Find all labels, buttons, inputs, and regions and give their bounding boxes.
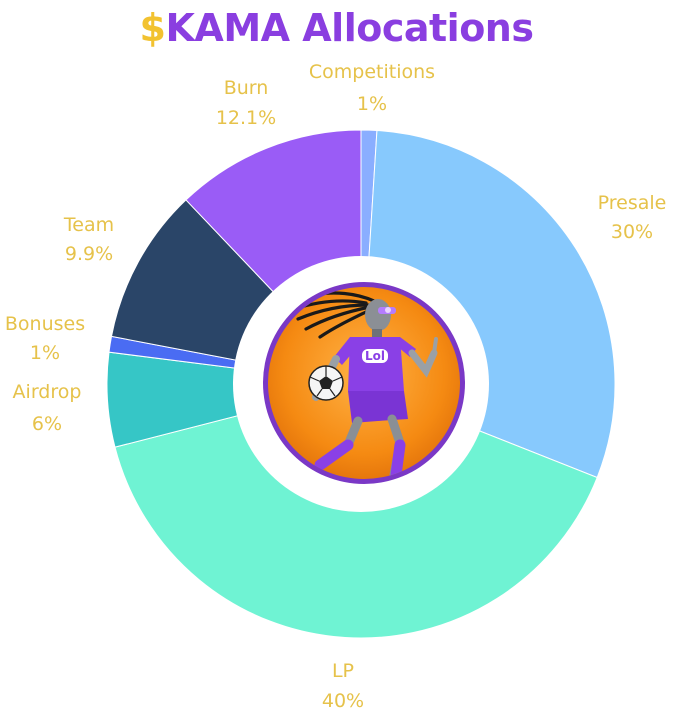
robot-soccer-player-mascot-icon: Lol xyxy=(263,282,465,484)
value-label-airdrop: 6% xyxy=(32,413,62,435)
chart-title: $KAMA Allocations xyxy=(0,6,673,50)
title-text: KAMA Allocations xyxy=(165,6,534,50)
label-team: Team xyxy=(63,214,114,236)
value-label-burn: 12.1% xyxy=(216,107,276,129)
jersey-badge-text: Lol xyxy=(365,349,385,363)
label-bonuses: Bonuses xyxy=(5,313,85,335)
value-label-competitions: 1% xyxy=(357,93,387,115)
value-label-team: 9.9% xyxy=(65,243,113,265)
title-dollar-sign: $ xyxy=(139,6,166,50)
label-lp: LP xyxy=(332,660,354,682)
slice-labels: Competitions 1% Presale 30% LP 40% Airdrop 6% Bo… xyxy=(5,61,666,712)
label-competitions: Competitions xyxy=(309,61,435,83)
label-burn: Burn xyxy=(224,77,269,99)
label-airdrop: Airdrop xyxy=(13,381,82,403)
label-presale: Presale xyxy=(598,192,667,214)
value-label-presale: 30% xyxy=(611,221,653,243)
value-label-lp: 40% xyxy=(322,690,364,712)
value-label-bonuses: 1% xyxy=(30,342,60,364)
